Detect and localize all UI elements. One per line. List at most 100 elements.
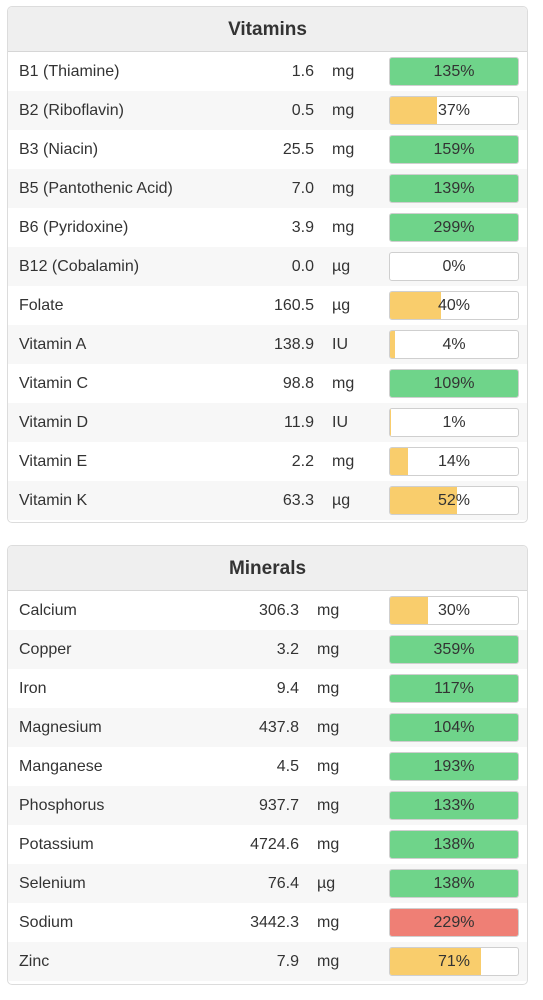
- daily-value-percent: 193%: [433, 758, 475, 775]
- nutrient-row-b6-pyridoxine: B6 (Pyridoxine) 3.9 mg 299%: [8, 208, 527, 247]
- nutrient-unit: mg: [317, 797, 340, 814]
- daily-value-bar-fill: [390, 597, 429, 624]
- daily-value-bar-fill: [390, 214, 518, 241]
- daily-value-bar: 1%: [389, 408, 519, 437]
- nutrient-amount: 0.5: [291, 102, 314, 119]
- daily-value-bar-fill: [390, 909, 518, 936]
- nutrient-name: B12 (Cobalamin): [19, 258, 140, 275]
- nutrient-unit: mg: [332, 219, 355, 236]
- nutrient-row-b5-pantothenic-acid: B5 (Pantothenic Acid) 7.0 mg 139%: [8, 169, 527, 208]
- nutrient-amount: 7.0: [291, 180, 314, 197]
- daily-value-bar-fill: [390, 948, 481, 975]
- nutrient-unit: mg: [317, 758, 340, 775]
- daily-value-percent: 0%: [442, 258, 466, 275]
- daily-value-bar: 299%: [389, 213, 519, 242]
- daily-value-bar: 138%: [389, 830, 519, 859]
- vitamins-title: Vitamins: [8, 7, 527, 52]
- nutrient-row-b2-riboflavin: B2 (Riboflavin) 0.5 mg 37%: [8, 91, 527, 130]
- vitamins-list: B1 (Thiamine) 1.6 mg 135% B2 (Riboflavin) 0.5…: [8, 52, 527, 520]
- daily-value-bar: 139%: [389, 174, 519, 203]
- daily-value-percent: 359%: [433, 641, 475, 658]
- nutrient-unit: mg: [317, 953, 340, 970]
- nutrient-row-manganese: Manganese 4.5 mg 193%: [8, 747, 527, 786]
- nutrient-name: B6 (Pyridoxine): [19, 219, 129, 236]
- minerals-panel: Minerals Calcium 306.3 mg 30% Copper 3.2 mg 359…: [7, 545, 528, 985]
- nutrient-amount: 3.9: [291, 219, 314, 236]
- nutrient-unit: µg: [332, 492, 351, 509]
- daily-value-bar-fill: [390, 675, 518, 702]
- nutrient-name: Selenium: [19, 875, 86, 892]
- daily-value-bar-fill: [390, 409, 392, 436]
- daily-value-bar-fill: [390, 448, 408, 475]
- daily-value-percent: 71%: [437, 953, 471, 970]
- daily-value-percent: 4%: [442, 336, 466, 353]
- daily-value-percent: 133%: [433, 797, 475, 814]
- daily-value-bar-fill: [390, 792, 518, 819]
- daily-value-bar-fill: [390, 292, 442, 319]
- nutrient-row-vitamin-e: Vitamin E 2.2 mg 14%: [8, 442, 527, 481]
- daily-value-bar: 117%: [389, 674, 519, 703]
- daily-value-bar: 229%: [389, 908, 519, 937]
- nutrient-amount: 25.5: [282, 141, 314, 158]
- daily-value-percent: 138%: [433, 836, 475, 853]
- nutrient-name: Sodium: [19, 914, 74, 931]
- daily-value-bar: 133%: [389, 791, 519, 820]
- nutrient-amount: 1.6: [291, 63, 314, 80]
- daily-value-bar: 30%: [389, 596, 519, 625]
- daily-value-bar: 52%: [389, 486, 519, 515]
- daily-value-percent: 1%: [442, 414, 466, 431]
- daily-value-percent: 52%: [437, 492, 471, 509]
- daily-value-bar: 0%: [389, 252, 519, 281]
- nutrient-unit: mg: [317, 602, 340, 619]
- nutrient-amount: 937.7: [258, 797, 299, 814]
- daily-value-percent: 104%: [433, 719, 475, 736]
- daily-value-bar-fill: [390, 331, 396, 358]
- nutrient-row-phosphorus: Phosphorus 937.7 mg 133%: [8, 786, 527, 825]
- daily-value-bar-fill: [390, 753, 518, 780]
- nutrient-unit: mg: [317, 680, 340, 697]
- nutrient-amount: 98.8: [282, 375, 314, 392]
- nutrient-row-iron: Iron 9.4 mg 117%: [8, 669, 527, 708]
- daily-value-bar: 40%: [389, 291, 519, 320]
- nutrient-name: Potassium: [19, 836, 94, 853]
- daily-value-bar: 14%: [389, 447, 519, 476]
- nutrient-unit: IU: [332, 336, 348, 353]
- daily-value-percent: 14%: [437, 453, 471, 470]
- nutrient-amount: 306.3: [258, 602, 299, 619]
- nutrient-amount: 160.5: [273, 297, 314, 314]
- daily-value-percent: 138%: [433, 875, 475, 892]
- nutrient-unit: mg: [317, 641, 340, 658]
- nutrient-name: Iron: [19, 680, 47, 697]
- daily-value-percent: 159%: [433, 141, 475, 158]
- daily-value-bar-fill: [390, 370, 518, 397]
- nutrient-unit: mg: [317, 914, 340, 931]
- nutrient-name: Vitamin C: [19, 375, 89, 392]
- nutrient-name: Manganese: [19, 758, 103, 775]
- nutrient-name: Vitamin E: [19, 453, 88, 470]
- nutrient-name: Vitamin D: [19, 414, 89, 431]
- daily-value-bar: 138%: [389, 869, 519, 898]
- nutrient-name: Vitamin A: [19, 336, 87, 353]
- nutrient-name: B5 (Pantothenic Acid): [19, 180, 173, 197]
- daily-value-percent: 135%: [433, 63, 475, 80]
- nutrient-name: Vitamin K: [19, 492, 88, 509]
- daily-value-bar-fill: [390, 487, 457, 514]
- nutrient-unit: mg: [332, 141, 355, 158]
- nutrient-amount: 7.9: [276, 953, 299, 970]
- daily-value-bar-fill: [390, 97, 438, 124]
- daily-value-bar-fill: [390, 636, 518, 663]
- daily-value-percent: 109%: [433, 375, 475, 392]
- nutrient-row-folate: Folate 160.5 µg 40%: [8, 286, 527, 325]
- nutrient-row-potassium: Potassium 4724.6 mg 138%: [8, 825, 527, 864]
- nutrient-row-vitamin-d: Vitamin D 11.9 IU 1%: [8, 403, 527, 442]
- nutrient-row-selenium: Selenium 76.4 µg 138%: [8, 864, 527, 903]
- nutrient-row-copper: Copper 3.2 mg 359%: [8, 630, 527, 669]
- nutrient-row-vitamin-k: Vitamin K 63.3 µg 52%: [8, 481, 527, 520]
- nutrient-unit: mg: [332, 63, 355, 80]
- nutrient-unit: mg: [332, 375, 355, 392]
- nutrient-name: Zinc: [19, 953, 50, 970]
- nutrient-amount: 3.2: [276, 641, 299, 658]
- nutrient-row-vitamin-a: Vitamin A 138.9 IU 4%: [8, 325, 527, 364]
- daily-value-percent: 117%: [434, 680, 474, 697]
- nutrient-name: Magnesium: [19, 719, 102, 736]
